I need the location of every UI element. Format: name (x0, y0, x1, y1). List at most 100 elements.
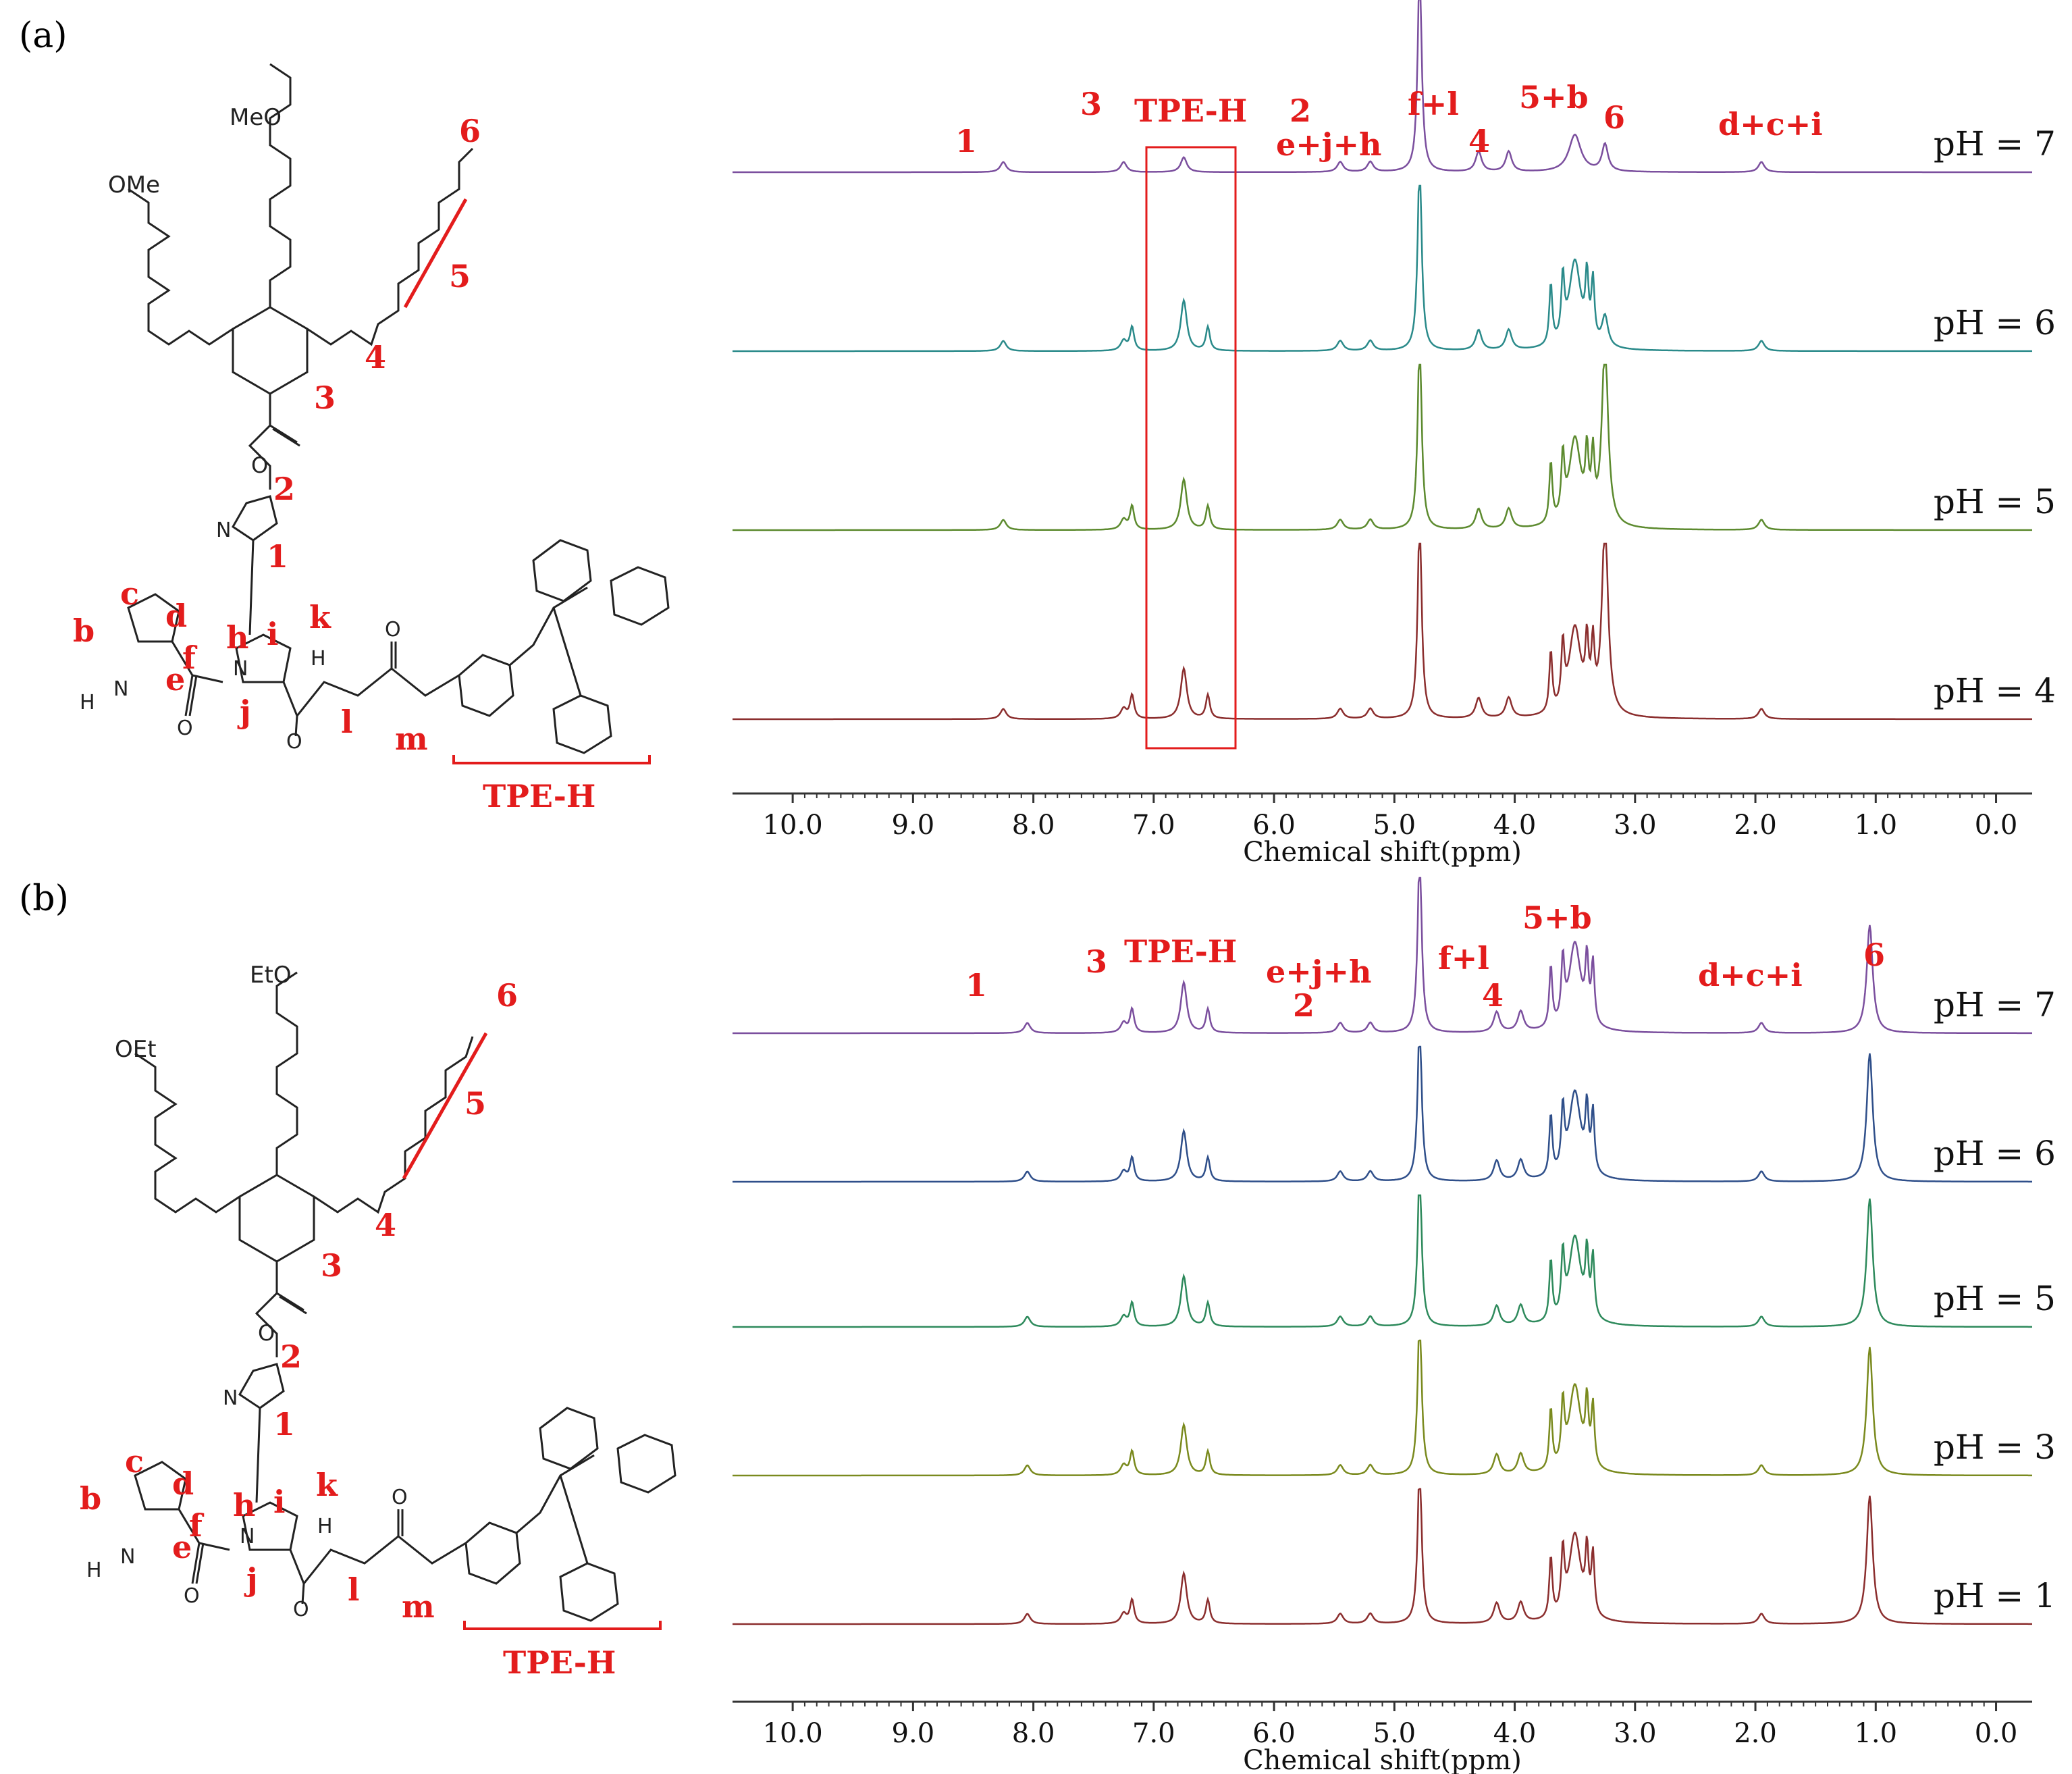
peg-chain-left (134, 1052, 240, 1214)
peak-annotation: TPE-H (1124, 933, 1237, 970)
spectrum-line (733, 1194, 2032, 1328)
tpe-ring-anilide (464, 1521, 521, 1585)
proton-label: 2 (273, 471, 295, 507)
proton-label: l (348, 1571, 359, 1608)
x-tick-label: 3.0 (1614, 1718, 1657, 1749)
chemical-structure-b (134, 971, 676, 1630)
proton-label: b (73, 612, 95, 649)
tpe-ring-anilide (458, 654, 514, 717)
x-tick-label: 8.0 (1012, 1718, 1055, 1749)
tpe-ring-right (616, 1434, 676, 1494)
atom-label: H (311, 647, 326, 671)
structure-b-proton-labels: 6 5 4 3 2 1 b c d e f h i j k l m TPE-H (80, 977, 616, 1681)
peak-annotation: 4 (1468, 123, 1490, 159)
proton-label: j (244, 1561, 258, 1598)
x-tick-label: 0.0 (1975, 810, 2018, 841)
bracket-5 (403, 198, 468, 309)
proline-ring-left (127, 593, 180, 643)
x-axis-label: Chemical shift(ppm) (1243, 1745, 1522, 1774)
x-tick-label: 6.0 (1252, 810, 1296, 841)
series-label: pH = 5 (1934, 1279, 2056, 1318)
end-group-label: OMe (108, 172, 160, 199)
panel-label-a: (a) (19, 16, 68, 56)
proton-label: b (80, 1480, 101, 1517)
nmr-spectra-b: 10.0 9.0 8.0 7.0 6.0 5.0 4.0 3.0 2.0 1.0 0.0 Chemic… (733, 877, 2056, 1774)
x-tick-label: 10.0 (763, 810, 823, 841)
peak-annotation: 2 (1293, 987, 1314, 1024)
proton-label: 3 (314, 380, 336, 416)
proton-label: k (309, 599, 331, 635)
series-label: pH = 5 (1934, 482, 2056, 521)
ester-linker (248, 394, 271, 490)
atom-label: O (177, 716, 193, 740)
peak-annotation: 5+b (1519, 79, 1589, 115)
spectrum-line (733, 0, 2032, 174)
proton-label: m (402, 1588, 435, 1625)
series-label: pH = 1 (1934, 1576, 2056, 1615)
proton-label: 3 (321, 1247, 342, 1284)
series-label: pH = 7 (1934, 985, 2056, 1024)
x-tick-label: 9.0 (892, 810, 935, 841)
x-tick-label: 3.0 (1614, 810, 1657, 841)
peak-annotation: f+l (1438, 940, 1489, 976)
atom-label: N (233, 657, 248, 681)
peg-chain-left (128, 188, 234, 346)
proton-label: 4 (365, 339, 386, 375)
x-tick-label: 7.0 (1132, 810, 1175, 841)
tpe-ring-top (532, 539, 592, 602)
proton-label: f (182, 640, 198, 676)
end-group-label: OEt (115, 1036, 157, 1063)
peak-annotation: 6 (1863, 937, 1885, 973)
series-label: pH = 6 (1934, 303, 2056, 342)
proton-label: 4 (375, 1207, 396, 1243)
tpe-h-bracket (452, 755, 651, 764)
proton-label: e (165, 661, 185, 698)
atom-label: O (293, 1598, 309, 1621)
proton-label: 1 (267, 538, 288, 575)
peak-annotation: 3 (1086, 943, 1107, 980)
peak-annotation: 3 (1080, 86, 1102, 122)
proton-label: c (120, 575, 139, 612)
tpe-ring-bottom (552, 694, 612, 754)
proton-label: i (267, 616, 278, 652)
series-label: pH = 3 (1934, 1428, 2056, 1467)
proton-label: m (395, 721, 428, 757)
atom-label: N (223, 1386, 238, 1410)
atom-label: O (286, 730, 302, 754)
x-tick-label: 5.0 (1373, 1718, 1416, 1749)
atom-label: O (258, 1320, 275, 1346)
atom-label: O (184, 1584, 200, 1608)
x-tick-label: 6.0 (1252, 1718, 1296, 1749)
x-axis-label: Chemical shift(ppm) (1243, 837, 1522, 868)
structure-a-proton-labels: 6 5 4 3 2 1 b c d e f h i j k l m TPE-H (73, 113, 595, 814)
glycine-linker (282, 667, 460, 718)
proline-ring-central (242, 1501, 298, 1551)
x-tick-label: 1.0 (1854, 810, 1897, 841)
peak-annotation: 5+b (1522, 899, 1592, 936)
proton-label: 5 (464, 1085, 486, 1122)
proline-ring-central (235, 633, 292, 683)
proton-label: c (125, 1443, 144, 1480)
x-tick-label: 0.0 (1975, 1718, 2018, 1749)
x-tick-label: 4.0 (1493, 1718, 1537, 1749)
atom-label: N (120, 1545, 135, 1569)
proton-label: h (226, 619, 248, 656)
x-tick-label: 1.0 (1854, 1718, 1897, 1749)
x-tick-label: 9.0 (892, 1718, 935, 1749)
proton-label: i (273, 1484, 285, 1520)
ester-linker (255, 1261, 278, 1357)
spectrum-line (733, 1339, 2032, 1477)
peak-annotation: 2 (1290, 93, 1311, 129)
spectrum-line (733, 363, 2032, 531)
tpe-h-label: TPE-H (503, 1644, 616, 1681)
structure-a-atoms: MeO OMe O N N H N H O O O (80, 104, 401, 754)
bracket-5 (402, 1032, 488, 1180)
peg-chain-right (313, 1036, 474, 1214)
proton-label: 6 (459, 113, 481, 149)
tpe-ring-top (539, 1407, 599, 1470)
proton-label: 2 (280, 1338, 302, 1375)
spectrum-line (733, 877, 2032, 1035)
spectrum-line (733, 542, 2032, 721)
triazole-ring (238, 1363, 285, 1409)
